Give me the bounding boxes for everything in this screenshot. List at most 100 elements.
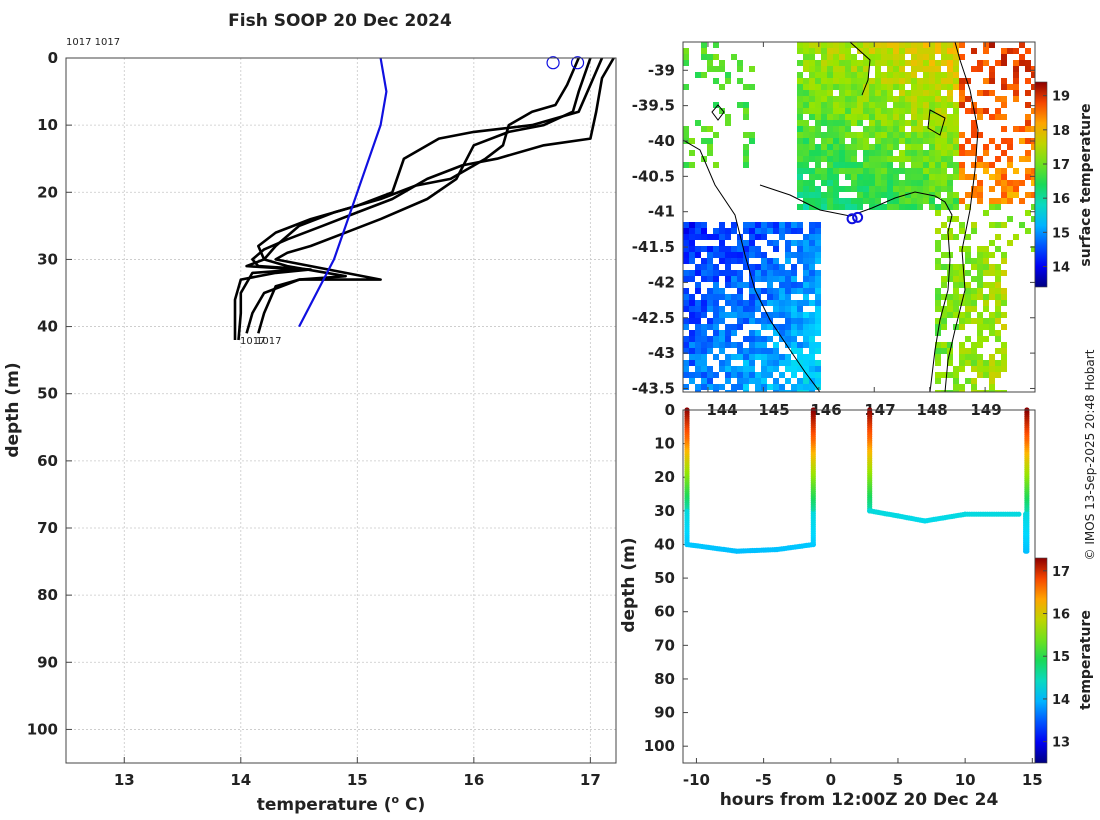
sst-cell	[761, 264, 767, 270]
sst-cell	[941, 48, 947, 54]
sst-cell	[917, 78, 923, 84]
sst-cell	[743, 84, 749, 90]
sst-cell	[1031, 84, 1035, 90]
sst-cell	[1007, 216, 1013, 222]
sst-cell	[731, 282, 737, 288]
sst-cell	[935, 228, 941, 234]
sst-cell	[857, 162, 863, 168]
sst-cell	[809, 348, 815, 354]
sst-cell	[983, 150, 989, 156]
sst-cell	[929, 66, 935, 72]
sst-cell	[977, 336, 983, 342]
sst-cell	[701, 324, 707, 330]
sst-cell	[869, 198, 875, 204]
sst-cell	[791, 384, 797, 390]
sst-cell	[1025, 168, 1031, 174]
sst-cell	[953, 108, 959, 114]
sst-cell	[887, 78, 893, 84]
sst-cell	[1025, 120, 1031, 126]
sst-cell	[971, 144, 977, 150]
sst-cell	[707, 126, 713, 132]
section-axes-box	[682, 409, 1036, 764]
sst-cell	[1025, 48, 1031, 54]
sst-cell	[941, 390, 947, 392]
section-x-tick-label: -10	[683, 771, 710, 789]
sst-cell	[977, 186, 983, 192]
sst-cell	[815, 186, 821, 192]
section-y-tick-label: 50	[654, 569, 675, 587]
sst-cell	[935, 114, 941, 120]
sst-cell	[923, 84, 929, 90]
sst-cell	[935, 60, 941, 66]
sst-cell	[737, 246, 743, 252]
sst-cell	[845, 90, 851, 96]
sst-cell	[737, 324, 743, 330]
sst-cell	[713, 264, 719, 270]
sst-cell	[713, 330, 719, 336]
sst-cell	[911, 48, 917, 54]
sst-cell	[707, 60, 713, 66]
sst-cell	[947, 372, 953, 378]
sst-cell	[815, 324, 821, 330]
sst-cell	[947, 342, 953, 348]
sst-cell	[755, 348, 761, 354]
sst-cell	[719, 66, 725, 72]
sst-cell	[887, 114, 893, 120]
sst-cell	[731, 222, 737, 228]
sst-cell	[863, 198, 869, 204]
sst-cell	[989, 372, 995, 378]
sst-cell	[839, 84, 845, 90]
sst-cell	[959, 282, 965, 288]
sst-cell	[899, 84, 905, 90]
sst-cell	[923, 66, 929, 72]
sst-cell	[689, 276, 695, 282]
sst-cell	[851, 108, 857, 114]
sst-cell	[941, 168, 947, 174]
sst-cell	[815, 270, 821, 276]
sst-cell	[995, 222, 1001, 228]
sst-cell	[707, 276, 713, 282]
sst-cell	[797, 312, 803, 318]
sst-cell	[893, 78, 899, 84]
sst-cell	[821, 84, 827, 90]
sst-cell	[809, 138, 815, 144]
sst-cell	[845, 108, 851, 114]
sst-cell	[965, 300, 971, 306]
sst-cell	[953, 150, 959, 156]
profile-panel: Fish SOOP 20 Dec 2024 1017 1017 13 14 15 16…	[3, 11, 617, 815]
sst-cell	[689, 228, 695, 234]
sst-cell	[905, 72, 911, 78]
sst-cell	[977, 246, 983, 252]
sst-cell	[893, 144, 899, 150]
sst-cell	[1001, 348, 1007, 354]
sst-cell	[803, 54, 809, 60]
sst-cell	[839, 48, 845, 54]
sst-cell	[899, 138, 905, 144]
sst-cell	[857, 174, 863, 180]
sst-cell	[971, 150, 977, 156]
sst-cell	[773, 324, 779, 330]
sst-cell	[761, 342, 767, 348]
sst-cell	[803, 132, 809, 138]
profile-y-tick-label: 20	[37, 183, 58, 201]
sst-cell	[683, 246, 689, 252]
sst-cell	[881, 126, 887, 132]
sst-cell	[749, 252, 755, 258]
sst-cell	[869, 174, 875, 180]
sst-colorbar-tick-label: 17	[1052, 158, 1070, 173]
cast-start-marker	[570, 56, 585, 70]
sst-cell	[935, 306, 941, 312]
sst-cell	[725, 366, 731, 372]
sst-cell	[935, 168, 941, 174]
sst-cell	[773, 294, 779, 300]
sst-cell	[959, 90, 965, 96]
sst-cell	[713, 294, 719, 300]
sst-cell	[779, 336, 785, 342]
sst-cell	[923, 198, 929, 204]
sst-cell	[827, 48, 833, 54]
sst-cell	[743, 318, 749, 324]
sst-cell	[851, 102, 857, 108]
sst-cell	[755, 342, 761, 348]
sst-cell	[923, 138, 929, 144]
sst-cell	[725, 72, 731, 78]
